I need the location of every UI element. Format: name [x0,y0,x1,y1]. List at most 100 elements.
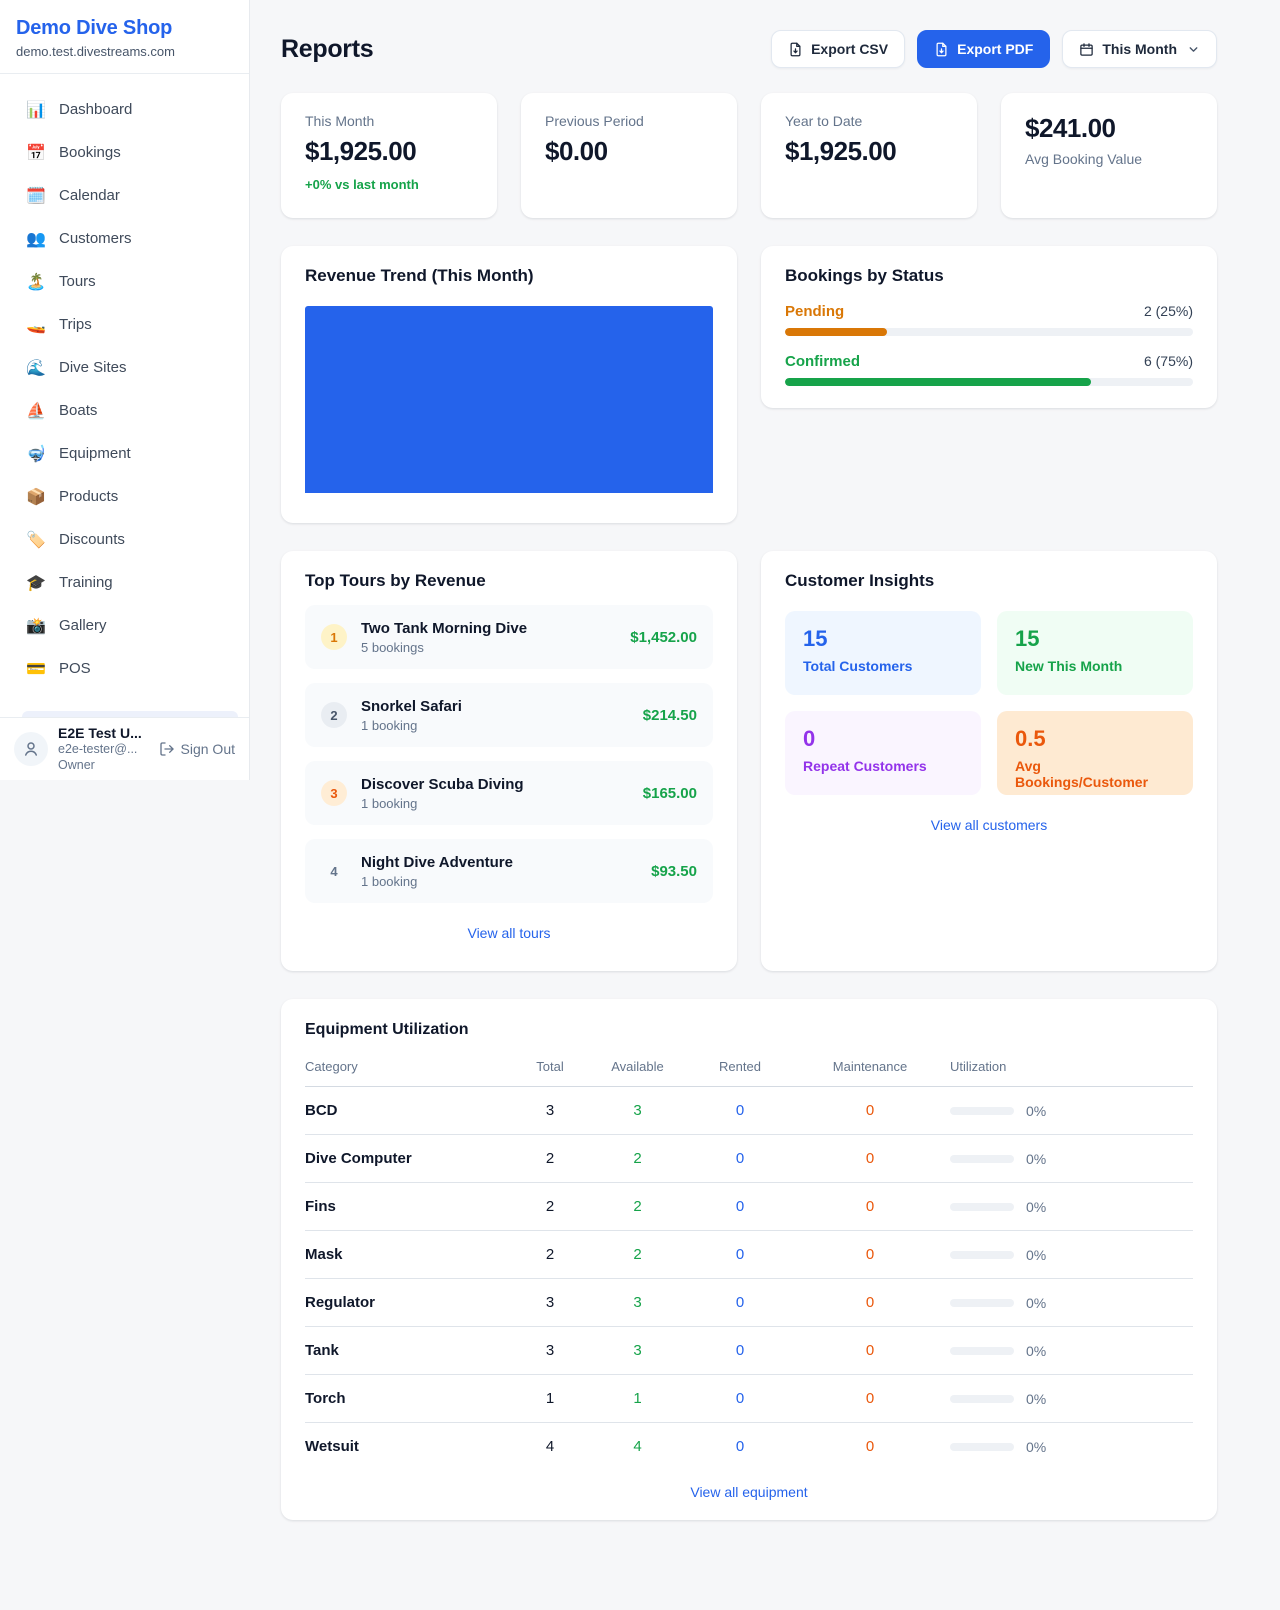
status-value: 2 (25%) [1143,303,1193,319]
cell-maintenance: 0 [790,1326,950,1375]
view-all-customers-link[interactable]: View all customers [930,817,1048,833]
status-row-pending: Pending 2 (25%) [785,303,1193,336]
cell-total: 2 [515,1182,585,1231]
export-csv-label: Export CSV [811,41,889,57]
tile-repeat-customers: 0 Repeat Customers [785,711,981,795]
insights-grid: 15 Total Customers 15 New This Month 0 R… [785,611,1193,795]
status-progress-fill [785,328,887,336]
sidebar-item-discounts[interactable]: 🏷️ Discounts [8,518,241,561]
sidebar-item-tours[interactable]: 🏝️ Tours [8,260,241,303]
sidebar-item-products[interactable]: 📦 Products [8,475,241,518]
view-all-equipment-link[interactable]: View all equipment [690,1484,808,1500]
tile-value: 15 [1015,626,1040,651]
cell-category: Mask [305,1230,515,1279]
sidebar-nav: 📊 Dashboard 📅 Bookings 🗓️ Calendar 👥 Cus… [0,74,249,690]
status-label: Pending [785,303,845,320]
chevron-down-icon [1189,46,1198,52]
tour-name: Snorkel Safari [361,697,462,715]
sidebar-item-bookings[interactable]: 📅 Bookings [8,131,241,174]
insights-row: Top Tours by Revenue 1 Two Tank Morning … [281,551,1217,971]
stat-card-this-month: This Month $1,925.00 +0% vs last month [281,93,497,218]
tile-value: 0.5 [1015,726,1046,751]
cell-category: Torch [305,1374,515,1423]
cell-maintenance: 0 [790,1278,950,1327]
island-icon: 🏝️ [26,273,46,291]
tour-name: Two Tank Morning Dive [361,619,528,637]
tour-revenue: $93.50 [651,862,697,880]
table-row: Wetsuit 4 4 0 0 0% [305,1423,1193,1471]
sign-out-icon [159,742,174,756]
bookings-calendar-icon: 📅 [26,144,46,162]
tour-row[interactable]: 3 Discover Scuba Diving 1 booking $165.0… [305,761,713,825]
utilization-label: 0% [1026,1390,1047,1407]
sidebar-item-equipment[interactable]: 🤿 Equipment [8,432,241,475]
tour-revenue: $214.50 [642,706,697,724]
sidebar-item-label: Training [59,574,113,591]
rank-badge: 4 [330,863,338,879]
utilization-label: 0% [1026,1342,1047,1359]
tour-row[interactable]: 2 Snorkel Safari 1 booking $214.50 [305,683,713,747]
top-tours-card: Top Tours by Revenue 1 Two Tank Morning … [281,551,737,971]
status-progress-track [785,378,1193,386]
sidebar-item-gallery[interactable]: 📸 Gallery [8,604,241,647]
stat-label: Avg Booking Value [1025,151,1143,167]
status-progress-track [785,328,1193,336]
sidebar-item-customers[interactable]: 👥 Customers [8,217,241,260]
cell-available: 2 [585,1182,690,1231]
period-dropdown[interactable]: This Month [1062,30,1217,68]
table-row: Torch 1 1 0 0 0% [305,1374,1193,1423]
tour-row[interactable]: 1 Two Tank Morning Dive 5 bookings $1,45… [305,605,713,669]
export-csv-button[interactable]: Export CSV [771,30,906,68]
header-actions: Export CSV Export PDF This Month [771,30,1217,68]
cell-category: Dive Computer [305,1134,515,1183]
tour-bookings: 5 bookings [361,639,424,655]
sidebar-item-label: Boats [59,402,98,419]
sidebar-item-label: Discounts [59,531,125,548]
speedboat-icon: 🚤 [26,316,46,334]
tour-bookings: 1 booking [361,717,418,733]
sidebar-item-boats[interactable]: ⛵ Boats [8,389,241,432]
tile-label: Repeat Customers [803,758,927,774]
sign-out-button[interactable]: Sign Out [159,741,235,757]
user-role: Owner [58,757,95,772]
table-row: Dive Computer 2 2 0 0 0% [305,1134,1193,1183]
sidebar-item-pos[interactable]: 💳 POS [8,647,241,690]
stats-row: This Month $1,925.00 +0% vs last month P… [281,93,1217,218]
cell-total: 3 [515,1326,585,1375]
utilization-label: 0% [1026,1198,1047,1215]
sidebar-item-label: Customers [59,230,132,247]
sidebar-item-label: Gallery [59,617,107,634]
tile-value: 15 [803,626,828,651]
sidebar-item-dive-sites[interactable]: 🌊 Dive Sites [8,346,241,389]
cell-rented: 0 [690,1086,790,1135]
cell-category: BCD [305,1086,515,1135]
sidebar: Demo Dive Shop demo.test.divestreams.com… [0,0,250,780]
sidebar-item-trips[interactable]: 🚤 Trips [8,303,241,346]
export-pdf-button[interactable]: Export PDF [917,30,1051,68]
cell-available: 2 [585,1134,690,1183]
sidebar-item-label: Tours [59,273,96,290]
tour-row[interactable]: 4 Night Dive Adventure 1 booking $93.50 [305,839,713,903]
top-tours-title: Top Tours by Revenue [305,571,486,590]
utilization-track [950,1250,1014,1259]
shop-name: Demo Dive Shop [16,17,173,39]
col-utilization: Utilization [950,1045,1193,1087]
sidebar-item-dashboard[interactable]: 📊 Dashboard [8,88,241,131]
sailboat-icon: ⛵ [26,402,46,420]
user-info: E2E Test U... e2e-tester@... Owner [58,725,142,774]
customer-insights-card: Customer Insights 15 Total Customers 15 … [761,551,1217,971]
file-download-icon [936,42,947,56]
package-icon: 📦 [26,488,46,506]
cell-available: 3 [585,1278,690,1327]
credit-card-icon: 💳 [26,660,46,678]
stat-value: $1,925.00 [305,136,417,166]
view-all-tours-link[interactable]: View all tours [467,925,551,941]
status-progress-fill [785,378,1091,386]
sidebar-item-label: Bookings [59,144,121,161]
sidebar-item-reports-partial[interactable] [22,711,238,717]
cell-total: 4 [545,1438,555,1455]
sidebar-item-training[interactable]: 🎓 Training [8,561,241,604]
tour-bookings: 1 booking [361,873,418,889]
sidebar-item-calendar[interactable]: 🗓️ Calendar [8,174,241,217]
cell-rented: 0 [690,1374,790,1423]
